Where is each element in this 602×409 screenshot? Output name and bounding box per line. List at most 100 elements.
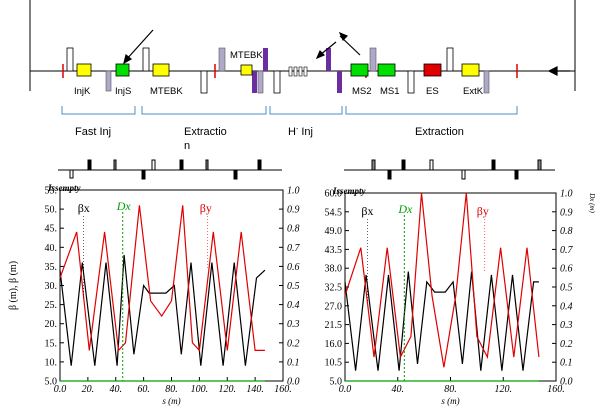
y-tick-label: 45. bbox=[45, 224, 58, 235]
y2-tick-label: 0.7 bbox=[287, 243, 301, 254]
series-beta-x-line bbox=[344, 271, 539, 371]
ring-layout-diagram: InjK InjS MTEBK MTEBK MS2 MS1 ES ExtK Fa… bbox=[29, 0, 576, 152]
y2-tick-label: 0.1 bbox=[560, 358, 573, 369]
magnet-quad-3 bbox=[257, 70, 264, 94]
section-h-inj: H- Inj bbox=[288, 126, 313, 138]
section-fast-inj: Fast Inj bbox=[75, 126, 111, 138]
bend-3 bbox=[326, 48, 331, 71]
x-tick-label: 80. bbox=[165, 384, 178, 395]
y-tick-label: 40. bbox=[45, 243, 58, 254]
y-tick-label: 50. bbox=[45, 205, 58, 216]
x-tick-label: 120. bbox=[495, 384, 513, 395]
y2-tick-label: 0.6 bbox=[287, 262, 300, 273]
y2-tick-label: 0.8 bbox=[560, 226, 573, 237]
y2-tick-label: 0.4 bbox=[560, 301, 573, 312]
y2-tick-label: 1.0 bbox=[560, 189, 573, 200]
mtebk-left-kicker bbox=[152, 63, 170, 77]
y2-tick-label: 1.0 bbox=[287, 186, 300, 197]
x-tick-label: 20. bbox=[82, 384, 95, 395]
y-tick-label: 43.5 bbox=[325, 245, 343, 256]
injk-kicker bbox=[76, 63, 92, 77]
bend-2 bbox=[263, 48, 268, 71]
ms1-septum bbox=[377, 63, 396, 77]
label-mtebk-left: MTEBK bbox=[150, 86, 183, 97]
x-tick-label: 80. bbox=[444, 384, 457, 395]
magnet-quad-5 bbox=[483, 70, 490, 94]
magnet-quad-4 bbox=[369, 47, 377, 72]
x-axis-label: s (m) bbox=[441, 396, 459, 406]
y-tick-label: 35. bbox=[45, 262, 58, 273]
x-axis-label: s (m) bbox=[162, 396, 180, 406]
y-tick-label: 25. bbox=[45, 300, 58, 311]
section-extraction-right: Extraction bbox=[415, 126, 464, 138]
label-beta-x: βx bbox=[78, 201, 90, 215]
section-extraction-left-2: n bbox=[184, 140, 190, 152]
y-tick-label: 55. bbox=[45, 186, 58, 197]
bend-1 bbox=[252, 71, 257, 93]
label-injs: InjS bbox=[115, 86, 131, 97]
y2-tick-label: 0.7 bbox=[560, 245, 574, 256]
y2-tick-label: 0.3 bbox=[287, 319, 300, 330]
x-tick-label: 160. bbox=[274, 384, 292, 395]
y2-tick-label: 0.1 bbox=[287, 357, 300, 368]
magnet-white-3 bbox=[200, 70, 208, 94]
y-tick-label: 10. bbox=[45, 357, 58, 368]
label-ms1: MS1 bbox=[380, 86, 400, 97]
y-axis-label: β (m), β (m) bbox=[8, 261, 19, 310]
y-tick-label: 32.5 bbox=[325, 283, 343, 294]
label-mtebk-top: MTEBK bbox=[230, 50, 263, 61]
x-tick-label: 60. bbox=[137, 384, 150, 395]
beta-function-chart-right: 5.0 10.5 16.0 21.5 27.0 32.5 38.0 43.5 49.0 54.5 6… bbox=[325, 186, 597, 406]
series-beta-x-line bbox=[59, 254, 266, 366]
y2-tick-label: 0.3 bbox=[560, 320, 573, 331]
y-tick-label: 54.5 bbox=[325, 207, 343, 218]
y-tick-label: 16.0 bbox=[325, 339, 343, 350]
injs-septum bbox=[115, 63, 130, 77]
y-tick-label: 20. bbox=[45, 319, 58, 330]
y2-tick-label: 0.8 bbox=[287, 224, 300, 235]
x-tick-label: 120. bbox=[219, 384, 237, 395]
y-tick-label: 10.5 bbox=[325, 358, 343, 369]
x-tick-label: 40. bbox=[392, 384, 405, 395]
y-tick-label: 27.0 bbox=[325, 301, 343, 312]
y-tick-label: 49.0 bbox=[325, 226, 343, 237]
plot-frame bbox=[344, 192, 557, 382]
extraction-arrow bbox=[315, 31, 361, 60]
series-beta-y-line bbox=[59, 205, 265, 352]
magnet-white-2 bbox=[142, 47, 150, 72]
x-tick-label: 40. bbox=[110, 384, 123, 395]
magnet-white-6 bbox=[446, 47, 454, 72]
h-injection-foils bbox=[288, 66, 308, 77]
magnet-white-1 bbox=[66, 47, 74, 72]
y2-tick-label: 0.9 bbox=[560, 207, 573, 218]
series-beta-y-line bbox=[344, 192, 540, 368]
label-beta-x: βx bbox=[361, 204, 373, 218]
lattice-strip-right bbox=[344, 159, 555, 180]
x-tick-label: 100. bbox=[191, 384, 209, 395]
label-dispersion: Dx bbox=[116, 199, 132, 213]
es-septum bbox=[423, 63, 442, 77]
x-tick-label: 0.0 bbox=[54, 384, 67, 395]
ms2-septum bbox=[350, 63, 369, 77]
label-ms2: MS2 bbox=[352, 86, 372, 97]
y2-tick-label: 0.5 bbox=[287, 281, 300, 292]
section-brackets bbox=[61, 106, 518, 115]
corner-label: Issempty bbox=[332, 186, 367, 196]
mtebk-top-kicker bbox=[240, 64, 253, 76]
y-tick-label: 5.0 bbox=[330, 377, 343, 388]
label-extk: ExtK bbox=[463, 86, 484, 97]
label-beta-y: βy bbox=[200, 201, 212, 215]
y-tick-label: 5.0 bbox=[45, 377, 58, 388]
beta-function-chart-left: 5.0 10. 15. 20. 25. 30. 35. 40. 45. 50. 55. 0.0 0.1 0… bbox=[8, 183, 301, 406]
label-dispersion: Dx bbox=[397, 202, 413, 216]
y2-tick-label: 0.2 bbox=[287, 338, 300, 349]
y2-tick-label: 0.4 bbox=[287, 300, 300, 311]
magnet-quad-1 bbox=[105, 70, 112, 92]
bend-4 bbox=[337, 71, 342, 93]
y-tick-label: 21.5 bbox=[325, 320, 343, 331]
beam-direction-arrow bbox=[547, 66, 570, 76]
y2-tick-label: 0.0 bbox=[287, 377, 300, 388]
label-es: ES bbox=[426, 86, 439, 97]
y2-tick-label: 0.0 bbox=[560, 377, 573, 388]
